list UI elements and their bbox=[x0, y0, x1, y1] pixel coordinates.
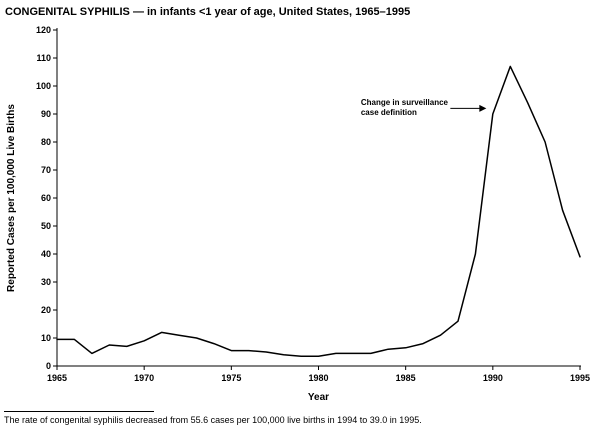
x-tick-label: 1970 bbox=[134, 373, 154, 383]
y-tick-label: 40 bbox=[41, 249, 51, 259]
y-tick-label: 50 bbox=[41, 221, 51, 231]
y-tick-label: 120 bbox=[36, 25, 51, 35]
x-tick-label: 1995 bbox=[570, 373, 590, 383]
x-tick-label: 1980 bbox=[308, 373, 328, 383]
x-tick-label: 1965 bbox=[47, 373, 67, 383]
y-tick-label: 60 bbox=[41, 193, 51, 203]
data-line-congenital-syphilis-rate bbox=[56, 65, 581, 357]
annotation-line-2: case definition bbox=[360, 108, 417, 117]
x-tick-label: 1985 bbox=[396, 373, 416, 383]
y-tick-label: 0 bbox=[46, 361, 51, 371]
y-tick-label: 100 bbox=[36, 81, 51, 91]
x-axis-title: Year bbox=[308, 392, 329, 403]
footnote: The rate of congenital syphilis decrease… bbox=[4, 415, 422, 425]
y-tick-label: 20 bbox=[41, 305, 51, 315]
chart-title: CONGENITAL SYPHILIS — in infants <1 year… bbox=[5, 6, 411, 18]
y-tick-label: 110 bbox=[36, 53, 51, 63]
annotation-surveillance-change: Change in surveillance case definition bbox=[361, 98, 448, 118]
y-tick-label: 10 bbox=[41, 333, 51, 343]
line-chart: 0 10 20 30 40 50 60 70 80 90 100 110 120 1965 1970 1975… bbox=[6, 25, 590, 403]
x-tick-label: 1990 bbox=[483, 373, 503, 383]
y-tick-label: 30 bbox=[41, 277, 51, 287]
annotation-arrowhead bbox=[479, 104, 487, 112]
y-tick-label: 80 bbox=[41, 137, 51, 147]
annotation-line-1: Change in surveillance bbox=[360, 98, 448, 107]
footnote-rule bbox=[4, 411, 154, 412]
y-tick-label: 90 bbox=[41, 109, 51, 119]
y-axis-title: Reported Cases per 100,000 Live Births bbox=[6, 104, 17, 292]
x-tick-label: 1975 bbox=[221, 373, 241, 383]
y-tick-label: 70 bbox=[41, 165, 51, 175]
